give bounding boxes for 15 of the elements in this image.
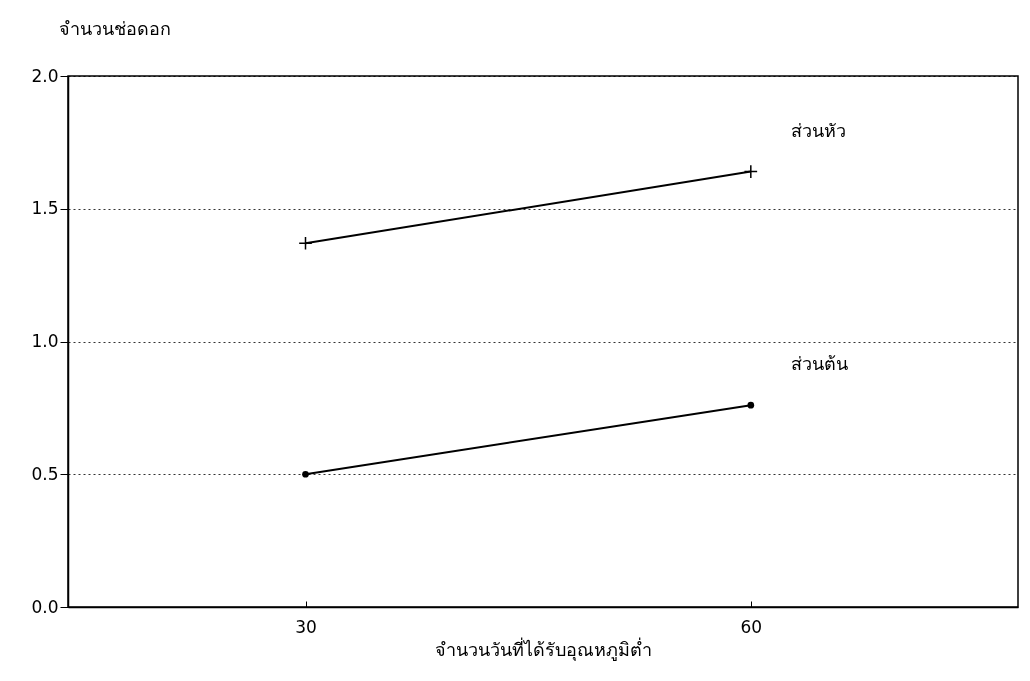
text: ส่วนหัว	[790, 119, 846, 141]
point	[743, 164, 758, 179]
x-tick-label: 30	[295, 616, 317, 637]
y-tick-label: 0.5	[31, 463, 59, 484]
y-axis-title: จำนวนช่อดอก	[58, 17, 171, 39]
x-axis-title: จำนวนวันที่ได้รับอุณหภูมิต่ำ	[435, 636, 652, 661]
y-tick-label: 2.0	[31, 65, 59, 86]
y-tick-label: 1.0	[31, 331, 59, 351]
y-tick-label: 1.5	[31, 198, 59, 219]
point	[302, 470, 309, 478]
point	[298, 236, 313, 251]
x-tick-label: 60	[740, 616, 763, 637]
y-tick-label: 0.0	[31, 596, 59, 617]
text: ส่วนต้น	[790, 353, 848, 375]
point	[747, 401, 755, 409]
